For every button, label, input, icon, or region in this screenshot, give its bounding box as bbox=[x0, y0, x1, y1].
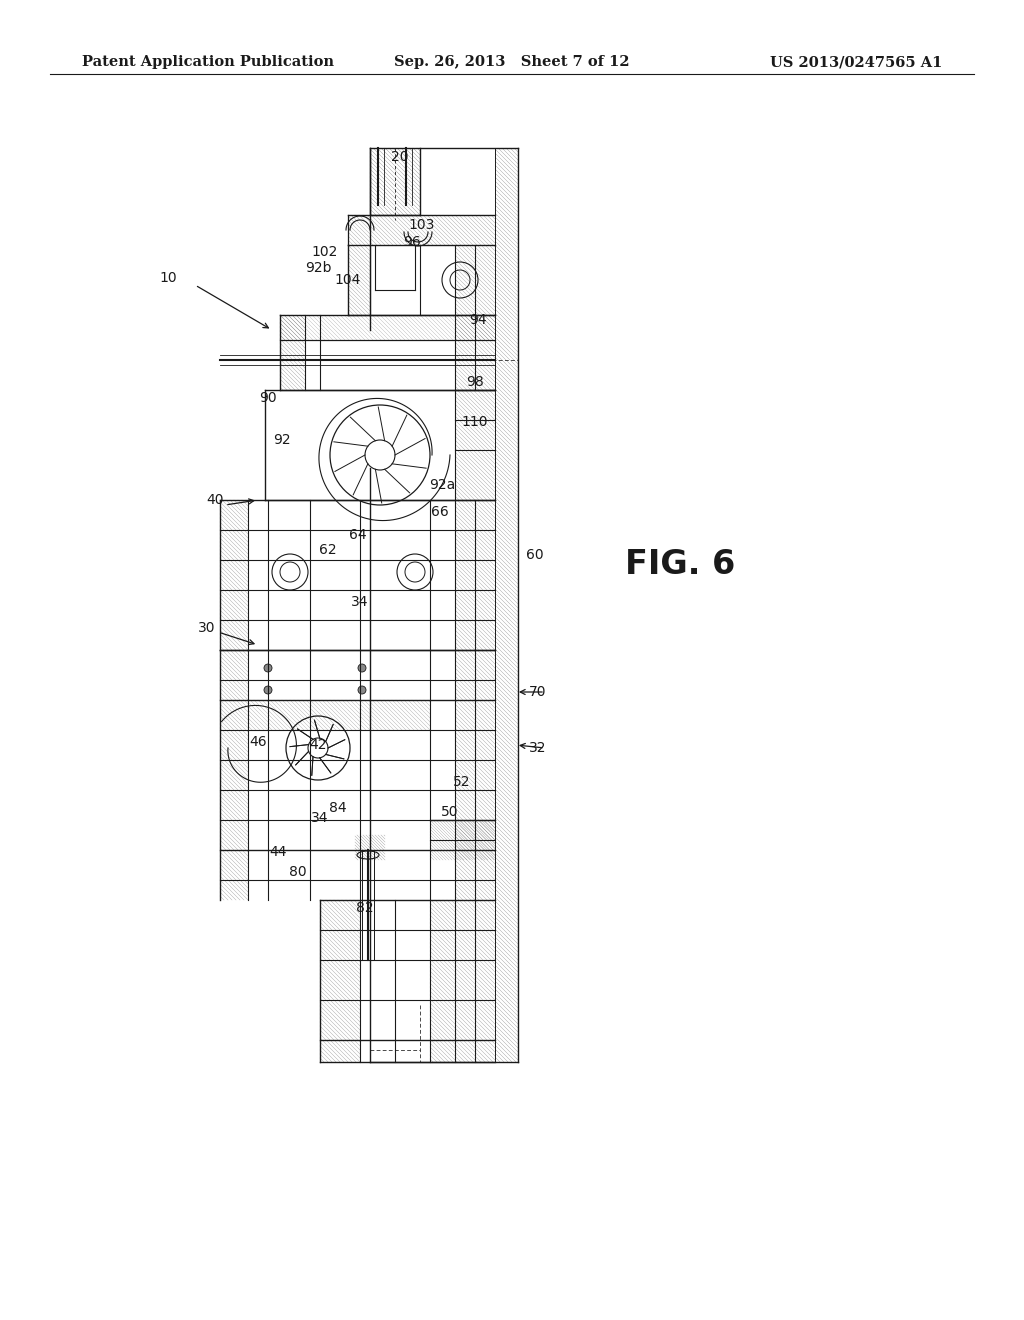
Circle shape bbox=[358, 664, 366, 672]
Ellipse shape bbox=[357, 851, 379, 859]
Text: 110: 110 bbox=[462, 414, 488, 429]
Text: US 2013/0247565 A1: US 2013/0247565 A1 bbox=[770, 55, 942, 69]
Text: 50: 50 bbox=[441, 805, 459, 818]
Text: 96: 96 bbox=[403, 235, 421, 249]
Text: 34: 34 bbox=[311, 810, 329, 825]
Text: 66: 66 bbox=[431, 506, 449, 519]
Text: 92a: 92a bbox=[429, 478, 455, 492]
Text: 102: 102 bbox=[312, 246, 338, 259]
Circle shape bbox=[264, 664, 272, 672]
Text: FIG. 6: FIG. 6 bbox=[625, 549, 735, 582]
Text: 60: 60 bbox=[526, 548, 544, 562]
Text: 20: 20 bbox=[391, 150, 409, 164]
Text: 94: 94 bbox=[469, 313, 486, 327]
Text: 62: 62 bbox=[319, 543, 337, 557]
Text: 92: 92 bbox=[273, 433, 291, 447]
Text: 46: 46 bbox=[249, 735, 267, 748]
Text: 42: 42 bbox=[309, 738, 327, 752]
Circle shape bbox=[397, 554, 433, 590]
Text: 64: 64 bbox=[349, 528, 367, 543]
Text: 80: 80 bbox=[289, 865, 307, 879]
Text: 84: 84 bbox=[329, 801, 347, 814]
Text: 40: 40 bbox=[206, 492, 224, 507]
Text: 52: 52 bbox=[454, 775, 471, 789]
Text: 70: 70 bbox=[529, 685, 547, 700]
Text: 30: 30 bbox=[199, 620, 216, 635]
Circle shape bbox=[442, 261, 478, 298]
Text: Sep. 26, 2013   Sheet 7 of 12: Sep. 26, 2013 Sheet 7 of 12 bbox=[394, 55, 630, 69]
Text: 90: 90 bbox=[259, 391, 276, 405]
Circle shape bbox=[358, 686, 366, 694]
Text: 103: 103 bbox=[409, 218, 435, 232]
Text: 92b: 92b bbox=[305, 261, 331, 275]
Text: 32: 32 bbox=[529, 741, 547, 755]
Circle shape bbox=[286, 715, 350, 780]
Text: 82: 82 bbox=[356, 902, 374, 915]
Circle shape bbox=[264, 686, 272, 694]
Text: 34: 34 bbox=[351, 595, 369, 609]
Text: 44: 44 bbox=[269, 845, 287, 859]
Circle shape bbox=[272, 554, 308, 590]
Text: 98: 98 bbox=[466, 375, 484, 389]
Text: 104: 104 bbox=[335, 273, 361, 286]
Text: Patent Application Publication: Patent Application Publication bbox=[82, 55, 334, 69]
Text: 10: 10 bbox=[159, 271, 177, 285]
